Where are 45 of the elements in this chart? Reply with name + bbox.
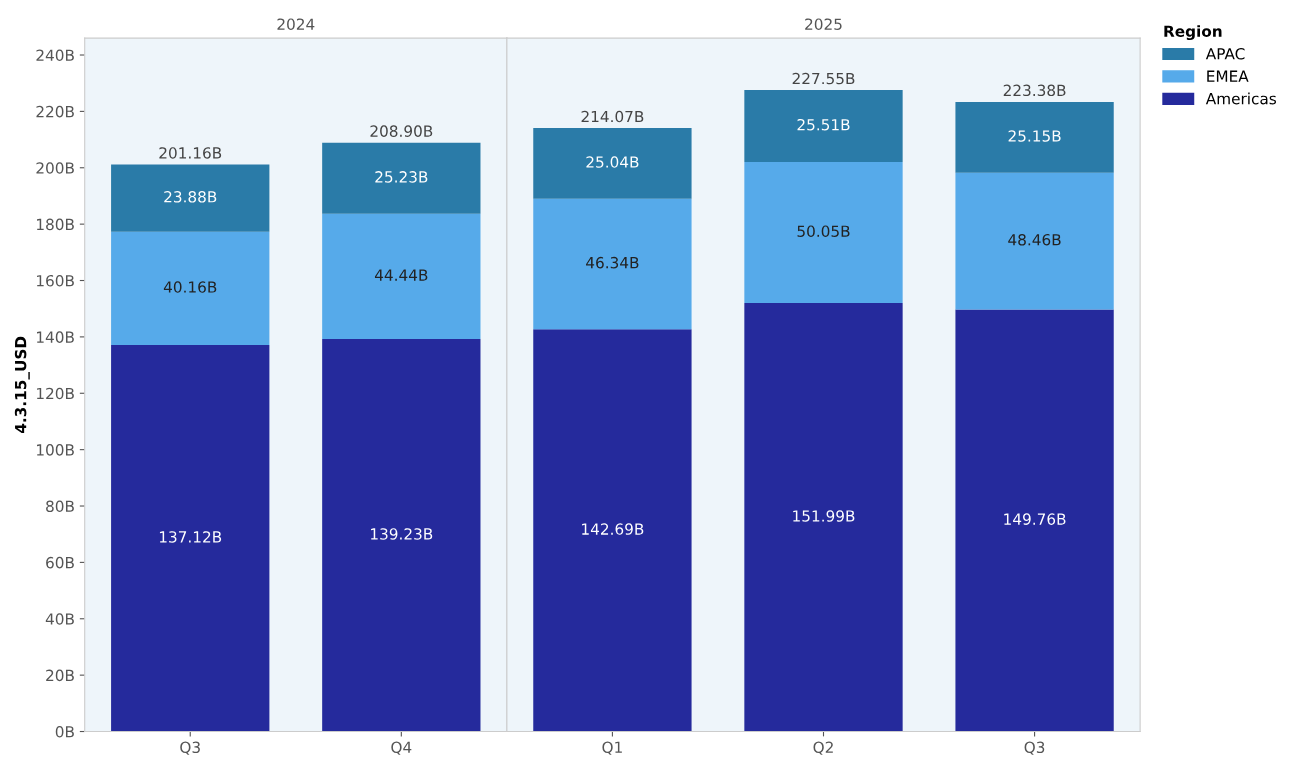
data-label: 25.04B <box>586 156 639 168</box>
x-tick-label: Q3 <box>1024 741 1045 755</box>
x-tick-label: Q3 <box>180 741 200 755</box>
y-tick-label: 240B <box>36 49 74 62</box>
data-label: 137.12B <box>159 531 222 543</box>
y-tick-label: 220B <box>36 105 74 118</box>
y-tick-label: 20B <box>46 669 74 682</box>
chart-title: 2024 <box>277 18 315 30</box>
data-label: 23.88B <box>164 191 217 203</box>
chart-title: 2025 <box>805 18 842 30</box>
legend-label: APAC <box>1205 47 1245 60</box>
data-label: 50.05B <box>797 225 850 237</box>
data-label: 142.69B <box>582 523 644 535</box>
total-label: 214.07B <box>581 110 644 123</box>
x-tick-label: Q2 <box>813 741 833 755</box>
data-label: 149.76B <box>1004 513 1066 525</box>
y-tick-label: 100B <box>37 444 74 456</box>
data-label: 25.23B <box>375 171 428 183</box>
data-label: 151.99B <box>793 510 855 522</box>
y-tick-label: 60B <box>46 556 74 569</box>
data-label: 139.23B <box>371 528 433 540</box>
total-label: 227.55B <box>792 72 855 85</box>
legend-label: EMEA <box>1207 70 1249 82</box>
data-label: 46.34B <box>586 256 639 269</box>
y-tick-label: 180B <box>37 218 74 231</box>
x-tick-label: Q4 <box>391 741 412 755</box>
y-tick-label: 0B <box>55 725 74 738</box>
data-label: 40.16B <box>163 281 217 293</box>
legend-title: Region <box>1164 25 1222 41</box>
data-label: 44.44B <box>374 269 428 281</box>
x-tick-label: Q1 <box>602 741 622 755</box>
data-label: 25.15B <box>1008 130 1061 142</box>
total-label: 208.90B <box>370 125 433 137</box>
total-label: 223.38B <box>1003 84 1066 97</box>
y-tick-label: 40B <box>45 613 74 625</box>
y-tick-label: 140B <box>37 331 74 343</box>
y-axis-title: 4.3.15_USD <box>14 336 30 434</box>
data-label: 48.46B <box>1008 233 1061 246</box>
data-label: 25.51B <box>797 118 850 131</box>
y-tick-label: 80B <box>46 500 74 513</box>
legend-label: Americas <box>1205 92 1277 105</box>
total-label: 201.16B <box>159 147 222 159</box>
y-tick-label: 120B <box>37 387 74 400</box>
y-tick-label: 200B <box>36 162 74 174</box>
y-tick-label: 160B <box>37 274 74 287</box>
